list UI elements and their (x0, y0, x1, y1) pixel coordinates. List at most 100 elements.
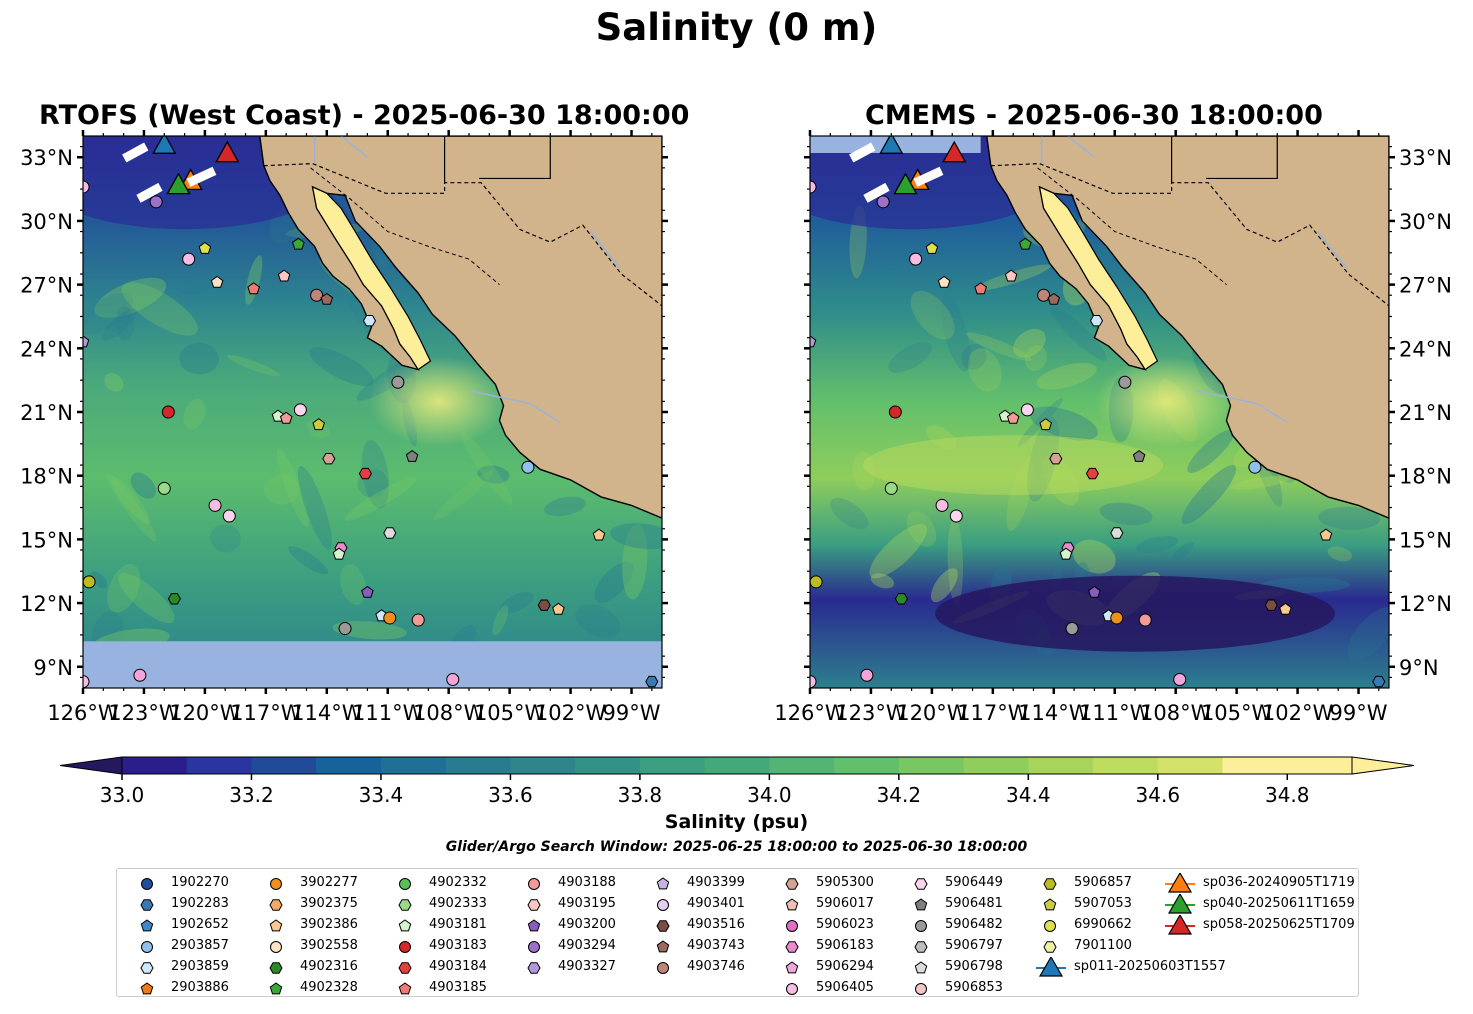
legend-label: 4903188 (558, 875, 616, 890)
legend-circle (1044, 920, 1056, 932)
us-mexico-border (263, 162, 662, 307)
legend-polygon (527, 919, 541, 932)
argo-float-4902332 (320, 292, 334, 305)
colorbar-tick-label: 33.0 (100, 783, 145, 807)
lat-tick-label: 12°N (20, 592, 73, 616)
eddy-feature (869, 523, 928, 579)
colorbar-tick-label: 34.8 (1265, 783, 1310, 807)
legend-marker-icon (398, 982, 412, 995)
eddy-feature (106, 472, 157, 542)
argo-float-2903859 (198, 241, 212, 254)
legend-label: 5906449 (945, 875, 1003, 890)
legend-label: 1902270 (171, 875, 229, 890)
legend-triangle (1167, 894, 1193, 914)
legend-marker-icon (786, 920, 798, 932)
colorbar-segment (898, 757, 965, 774)
legend-label: 2903886 (171, 980, 229, 995)
lat-tick-label: 21°N (20, 401, 73, 425)
eddy-feature (622, 523, 648, 600)
colorbar-extend-max (1351, 756, 1415, 775)
eddy-feature (115, 306, 135, 341)
salinity-field (810, 136, 1389, 688)
glider-sp011-20250603T1557 (879, 136, 904, 154)
us-state-line (1206, 136, 1278, 180)
legend-label: 5906857 (1074, 875, 1132, 890)
legend-circle (399, 941, 411, 953)
legend-polygon (527, 962, 541, 974)
legend-label: 5906405 (816, 980, 874, 995)
eddy-feature (83, 292, 134, 335)
legend-marker-icon (141, 878, 153, 890)
eddy-feature (107, 563, 141, 613)
legend-label: 4902332 (429, 875, 487, 890)
legend-triangle (1167, 873, 1193, 893)
lat-tick-label: 30°N (1399, 210, 1452, 234)
legend-circle (141, 878, 153, 890)
argo-float-5906183 (167, 593, 181, 605)
eddy-feature (210, 524, 241, 553)
colorbar-segment (186, 757, 253, 774)
colorbar-segment (1222, 757, 1288, 774)
colorbar-segment (251, 757, 317, 774)
legend-marker-icon (528, 941, 540, 953)
eddy-feature (910, 290, 955, 340)
legend-polygon (527, 899, 541, 911)
eddy-feature (1135, 535, 1179, 553)
eddy-feature (610, 523, 662, 550)
legend-label: 4903746 (687, 959, 745, 974)
lon-tick-label: 117°W (230, 701, 302, 725)
lon-tick-label: 111°W (352, 701, 424, 725)
legend-label: sp058-20250625T1709 (1203, 917, 1355, 932)
legend-marker-icon (1165, 894, 1195, 914)
colorbar-extend-min (59, 756, 123, 775)
lon-tick-label: 99°W (1330, 701, 1388, 725)
colorbar-segment (704, 757, 770, 774)
argo-float-5907053 (1319, 528, 1333, 541)
eddy-feature (1049, 305, 1107, 361)
eddy-feature (1347, 606, 1389, 660)
legend-polygon (140, 982, 154, 995)
argo-float-4903401 (884, 481, 898, 495)
legend-circle (270, 878, 282, 890)
legend-marker-icon (398, 962, 412, 974)
legend-marker-icon (785, 961, 799, 974)
argo-float-5906183 (894, 593, 908, 605)
argo-float-4903294 (405, 449, 419, 462)
legend-polygon (398, 962, 412, 974)
argo-float-2903857 (182, 252, 196, 266)
argo-float-5906405 (338, 622, 352, 636)
legend-marker-icon (140, 899, 154, 911)
argo-float-4903516 (208, 498, 222, 512)
no-data-south (83, 641, 662, 688)
legend-marker-icon (657, 899, 669, 911)
glider-sp040-20250611T1659 (893, 172, 918, 195)
legend-triangle (1038, 957, 1064, 977)
legend-polygon (269, 962, 283, 974)
lon-tick-label: 114°W (1018, 701, 1090, 725)
legend-label: 4903294 (558, 938, 616, 953)
argo-float-5906017 (1059, 547, 1073, 560)
eddy-feature (461, 432, 513, 506)
legend-marker-icon (656, 920, 670, 932)
legend-marker-icon (1165, 873, 1195, 893)
eddy-feature (117, 572, 175, 624)
legend-label: 4902328 (300, 980, 358, 995)
glider-track (122, 142, 149, 163)
argo-float-3902386 (247, 282, 260, 295)
cmems-panel-title: CMEMS - 2025-06-30 18:00:00 (865, 100, 1323, 131)
lon-tick-label: 102°W (1262, 701, 1334, 725)
legend-marker-icon (527, 919, 541, 932)
lon-tick-label: 114°W (291, 701, 363, 725)
legend-label: 5906853 (945, 980, 1003, 995)
legend-marker-icon (527, 899, 541, 911)
eddy-feature (1006, 456, 1035, 531)
legend-marker-icon (528, 878, 540, 890)
legend-circle (657, 899, 669, 911)
argo-float-5906857 (1248, 460, 1262, 474)
legend-circle (141, 941, 153, 953)
argo-float-2903857 (909, 252, 923, 266)
legend-marker-icon (915, 983, 927, 995)
legend-marker-icon (1043, 878, 1057, 890)
colorbar-segment (963, 757, 1029, 774)
legend-label: 1902283 (171, 896, 229, 911)
